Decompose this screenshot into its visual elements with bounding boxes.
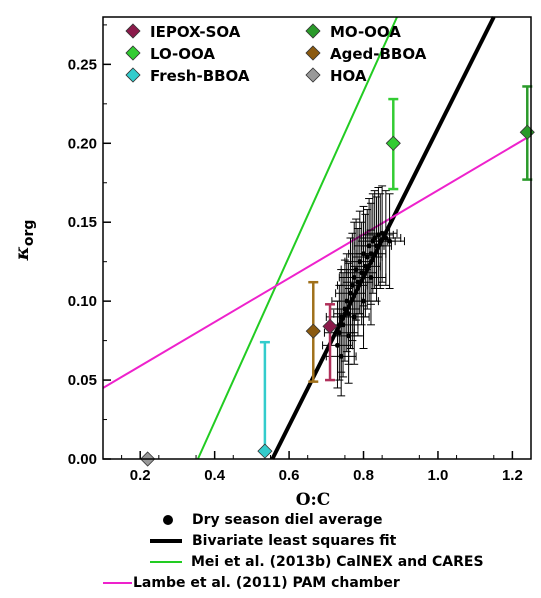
diel-marker: [338, 353, 344, 359]
factor-point-fresh-bboa: [257, 340, 273, 459]
diel-marker: [349, 282, 355, 288]
diel-marker: [374, 243, 380, 249]
y-tick-label: 0.05: [68, 372, 97, 389]
diel-marker: [364, 254, 370, 260]
diel-marker: [334, 342, 340, 348]
y-tick-label: 0.20: [68, 135, 97, 152]
legend-marker: [125, 45, 141, 61]
legend-label: LO-OOA: [150, 45, 215, 63]
legend-label: MO-OOA: [330, 23, 401, 41]
legend-marker: [305, 67, 321, 83]
line-legend-item-bivariate-least-squares-fit: Bivariate least squares fit: [150, 533, 397, 549]
diel-marker: [379, 230, 385, 236]
x-tick-label: 0.8: [353, 467, 374, 484]
line-legend-label: Bivariate least squares fit: [192, 533, 397, 549]
y-tick-label: 0.15: [68, 214, 97, 231]
diel-point-27: [374, 193, 405, 290]
diel-average-points: [322, 185, 405, 397]
diel-marker: [336, 330, 342, 336]
x-axis-label: O:C: [296, 490, 331, 510]
y-axis-symbol: κ: [11, 246, 33, 261]
diel-marker: [387, 238, 393, 244]
line-legend-item-mei-et-al-2013b-calnex-and-cares: Mei et al. (2013b) CalNEX and CARES: [150, 554, 484, 570]
diel-point-26: [370, 190, 402, 286]
legend-item-fresh-bboa: Fresh-BBOA: [125, 67, 250, 85]
legend-item-hoa: HOA: [305, 67, 367, 85]
factor-marker: [519, 124, 535, 140]
factor-marker: [385, 135, 401, 151]
diel-marker: [346, 333, 352, 339]
legend-label: IEPOX-SOA: [150, 23, 241, 41]
factor-marker: [257, 443, 273, 459]
diel-marker: [383, 235, 389, 241]
x-tick-label: 0.4: [204, 467, 226, 484]
diel-marker: [359, 270, 365, 276]
legend-item-iepox-soa: IEPOX-SOA: [125, 23, 241, 41]
diel-marker: [347, 290, 353, 296]
y-axis-subscript: org: [21, 220, 37, 247]
diel-point-31: [355, 229, 387, 326]
factor-point-lo-ooa: [385, 97, 401, 191]
x-tick-label: 0.2: [130, 467, 151, 484]
diel-marker: [340, 322, 346, 328]
fit-line-3: [102, 134, 532, 389]
factor-point-iepox-soa: [322, 303, 338, 382]
diel-marker: [355, 279, 361, 285]
diel-point-32: [325, 308, 357, 397]
diel-point-25: [366, 185, 398, 283]
y-axis-label: κorg: [11, 220, 37, 262]
diel-marker: [351, 314, 357, 320]
legend-marker: [125, 23, 141, 39]
line-legend-item-dry-season-diel-average: Dry season diel average: [163, 512, 383, 528]
legend-label: Fresh-BBOA: [150, 67, 250, 85]
x-tick-label: 1.2: [502, 467, 523, 484]
legend-label: Aged-BBOA: [330, 45, 427, 63]
legend-item-lo-ooa: LO-OOA: [125, 45, 215, 63]
x-tick-label: 1.0: [428, 467, 449, 484]
line-legend-item-lambe-et-al-2011-pam-chamber: Lambe et al. (2011) PAM chamber: [103, 575, 400, 591]
legend-label: HOA: [330, 67, 367, 85]
factor-point-aged-bboa: [305, 280, 321, 383]
diel-point-29: [338, 269, 370, 365]
factor-legend: IEPOX-SOA LO-OOA Fresh-BBOA MO-OOA Aged-BBOA…: [125, 23, 427, 85]
diel-marker: [361, 298, 367, 304]
y-tick-label: 0.10: [68, 293, 97, 310]
line-legend-label: Dry season diel average: [192, 512, 383, 528]
line-legend-label: Mei et al. (2013b) CalNEX and CARES: [191, 554, 484, 570]
diel-marker: [362, 263, 368, 269]
factor-points: [140, 85, 535, 467]
y-tick-label: 0.25: [68, 56, 97, 73]
legend-item-aged-bboa: Aged-BBOA: [305, 45, 427, 63]
fit-line-2: [196, 16, 398, 460]
x-tick-label: 0.6: [279, 467, 300, 484]
legend-marker: [305, 23, 321, 39]
y-tick-label: 0.00: [68, 451, 97, 468]
diel-marker: [344, 298, 350, 304]
line-legend-marker: [163, 515, 173, 525]
diel-point-8: [335, 237, 366, 349]
factor-point-mo-ooa: [519, 85, 535, 181]
legend-marker: [125, 67, 141, 83]
factor-marker: [305, 323, 321, 339]
legend-item-mo-ooa: MO-OOA: [305, 23, 401, 41]
line-legend: Dry season diel average Bivariate least s…: [103, 512, 484, 591]
plot-frame: [102, 16, 532, 460]
diel-point-30: [333, 288, 365, 384]
factor-marker: [322, 318, 338, 334]
diel-marker: [368, 274, 374, 280]
axes: 0.2 0.4 0.6 0.8 1.0 1.2 0.00 0.05 0.10 0.15 0.20 0.…: [68, 16, 532, 484]
legend-marker: [305, 45, 321, 61]
svg-text:κorg: κorg: [11, 220, 37, 262]
line-legend-label: Lambe et al. (2011) PAM chamber: [133, 575, 400, 591]
diel-marker: [357, 259, 363, 265]
